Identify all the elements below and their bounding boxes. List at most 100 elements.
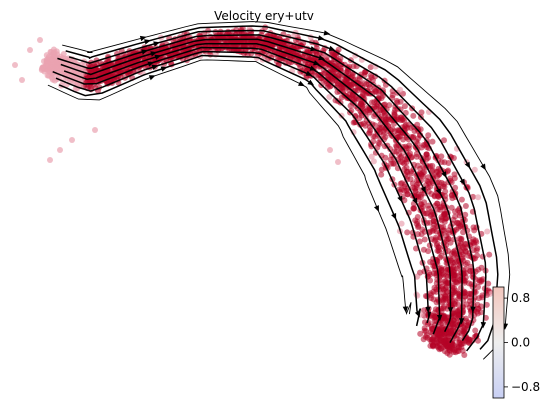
cell-point <box>442 265 449 272</box>
cell-point <box>404 191 411 198</box>
cell-point <box>391 111 398 118</box>
stream-arrow <box>147 61 155 67</box>
stream-arrow <box>144 39 151 45</box>
cell-point <box>423 156 430 163</box>
stream-arrow <box>412 197 418 205</box>
cell-point <box>476 295 482 302</box>
stream-arrow <box>458 318 465 325</box>
stream-arrow <box>470 306 476 313</box>
cell-point <box>467 263 474 270</box>
cell-point <box>248 50 255 57</box>
stream-arrow <box>391 213 397 220</box>
cell-point <box>458 284 465 291</box>
stream-arrow <box>154 54 162 60</box>
stream-arrow <box>402 306 409 313</box>
cell-point <box>417 131 423 138</box>
cell-point <box>354 105 361 112</box>
cell-point <box>471 289 478 296</box>
cell-point <box>462 203 469 209</box>
cell-point <box>378 171 385 178</box>
stream-arrow <box>141 49 148 55</box>
chart-title: Velocity ery+utv <box>214 9 314 23</box>
cell-point <box>389 126 396 133</box>
cell-point <box>434 200 441 207</box>
colorbar-tick-label: −0.8 <box>511 380 540 394</box>
cell-point <box>57 147 63 153</box>
cell-point <box>398 220 405 227</box>
cell-point <box>226 35 233 42</box>
cell-point <box>423 151 430 158</box>
stream-arrow <box>317 35 325 41</box>
streamline <box>57 34 475 342</box>
cell-point <box>447 347 453 354</box>
streamline <box>52 46 441 335</box>
cell-point <box>343 74 350 81</box>
cell-point <box>365 81 372 88</box>
cell-point <box>92 127 98 133</box>
cell-point <box>369 121 376 128</box>
cell-point <box>378 166 385 173</box>
stream-arrow <box>464 161 471 169</box>
cell-point <box>445 235 452 242</box>
cell-point <box>382 154 389 161</box>
cell-point <box>350 63 357 70</box>
cell-point <box>425 178 432 185</box>
cell-point <box>424 184 431 191</box>
cell-point <box>402 143 409 150</box>
cell-point <box>462 211 469 218</box>
cell-point <box>421 236 428 243</box>
cell-point <box>425 174 432 181</box>
cell-point <box>27 47 33 53</box>
cell-point <box>412 217 419 224</box>
cell-point <box>465 252 472 259</box>
stream-arrow <box>160 66 168 72</box>
stream-arrow <box>328 45 336 51</box>
stream-arrow <box>139 35 147 42</box>
cell-point <box>248 39 255 46</box>
cell-point <box>413 245 419 252</box>
cell-point <box>49 76 56 83</box>
cell-point <box>427 290 434 297</box>
colorbar-tick-label: 0.0 <box>511 336 530 350</box>
streamline <box>58 54 422 327</box>
cell-point <box>475 305 482 312</box>
cell-point <box>444 289 450 296</box>
cell-point <box>451 312 458 319</box>
cell-point <box>415 191 422 198</box>
stream-arrow <box>150 51 158 57</box>
cell-point <box>405 121 412 128</box>
cell-point <box>429 138 436 145</box>
velocity-streamlines <box>47 21 511 360</box>
cell-point <box>397 106 404 113</box>
cell-point <box>327 147 333 153</box>
stream-arrow <box>318 55 325 61</box>
cell-point <box>417 269 423 276</box>
colorbar-gradient <box>492 286 505 399</box>
cell-point <box>445 248 452 254</box>
stream-arrow <box>309 65 317 71</box>
cell-point <box>435 327 442 334</box>
cell-point <box>338 94 345 101</box>
stream-arrow <box>441 171 447 179</box>
cell-points <box>12 24 493 358</box>
streamline <box>60 38 463 343</box>
cell-point <box>485 280 492 287</box>
cell-point <box>462 293 468 300</box>
cell-point <box>416 238 423 245</box>
cell-point <box>419 226 426 233</box>
cell-point <box>335 159 341 165</box>
cell-point <box>483 301 490 308</box>
cell-point <box>408 154 415 160</box>
cell-point <box>440 181 447 188</box>
cell-point <box>472 327 479 334</box>
cell-point <box>365 130 372 137</box>
streamline <box>63 42 452 333</box>
cell-point <box>438 252 445 259</box>
cell-point <box>448 204 455 211</box>
cell-point <box>475 266 482 273</box>
cell-point <box>452 349 459 356</box>
stream-arrow <box>420 186 426 194</box>
stream-arrow <box>374 205 379 212</box>
cell-point <box>45 72 52 79</box>
